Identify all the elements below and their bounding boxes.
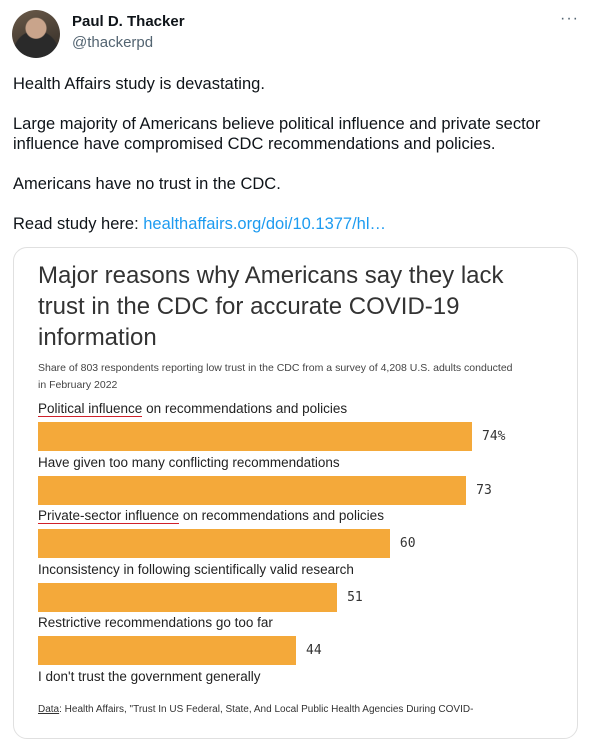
tweet-paragraph: Large majority of Americans believe poli…	[13, 115, 541, 153]
more-horizontal-icon[interactable]: ···	[560, 10, 579, 27]
source-key: Data	[38, 704, 60, 715]
tweet-paragraph: Americans have no trust in the CDC.	[13, 175, 281, 193]
bar-label: I don't trust the government generally	[38, 668, 261, 684]
bar-label: Private-sector influence on recommendati…	[38, 508, 384, 524]
bar-label: Political influence on recommendations a…	[38, 401, 348, 417]
study-link[interactable]: healthaffairs.org/doi/10.1377/hl…	[143, 215, 387, 233]
display-name[interactable]: Paul D. Thacker	[72, 13, 185, 30]
chart-title: Major reasons why Americans say they lac…	[38, 262, 504, 351]
tweet-paragraph: Read study here: healthaffairs.org/doi/1…	[13, 214, 583, 234]
bar	[38, 582, 338, 612]
bar	[38, 529, 390, 558]
chart-source: Data: Health Affairs, "Trust In US Feder…	[38, 704, 473, 715]
tweet-paragraph: Health Affairs study is devastating.	[13, 75, 265, 93]
bar-value-label: 44	[306, 643, 322, 658]
bar	[38, 422, 472, 451]
bar-value-label: 60	[399, 536, 416, 551]
chart-subtitle: Share of 803 respondents reporting low t…	[38, 362, 513, 391]
user-handle[interactable]: @thackerpd	[72, 34, 154, 51]
source-text: : Health Affairs, "Trust In US Federal, …	[59, 704, 474, 715]
bar	[38, 636, 297, 665]
bar-label: Inconsistency in following scientificall…	[38, 561, 354, 577]
bar-label: Restrictive recommendations go too far	[38, 615, 273, 630]
bar	[38, 475, 467, 505]
avatar[interactable]	[12, 10, 60, 58]
read-prefix: Read study here:	[13, 215, 144, 233]
tweet-text: Health Affairs study is devastating. Lar…	[13, 74, 583, 254]
bar-label: Have given too many conflicting recommen…	[38, 454, 340, 470]
bar-value-label: 73	[476, 482, 492, 498]
chart-card[interactable]: Major reasons why Americans say they lac…	[13, 247, 578, 739]
bar-value-label: 51	[347, 589, 363, 605]
bar-value-label: 74%	[482, 429, 506, 444]
